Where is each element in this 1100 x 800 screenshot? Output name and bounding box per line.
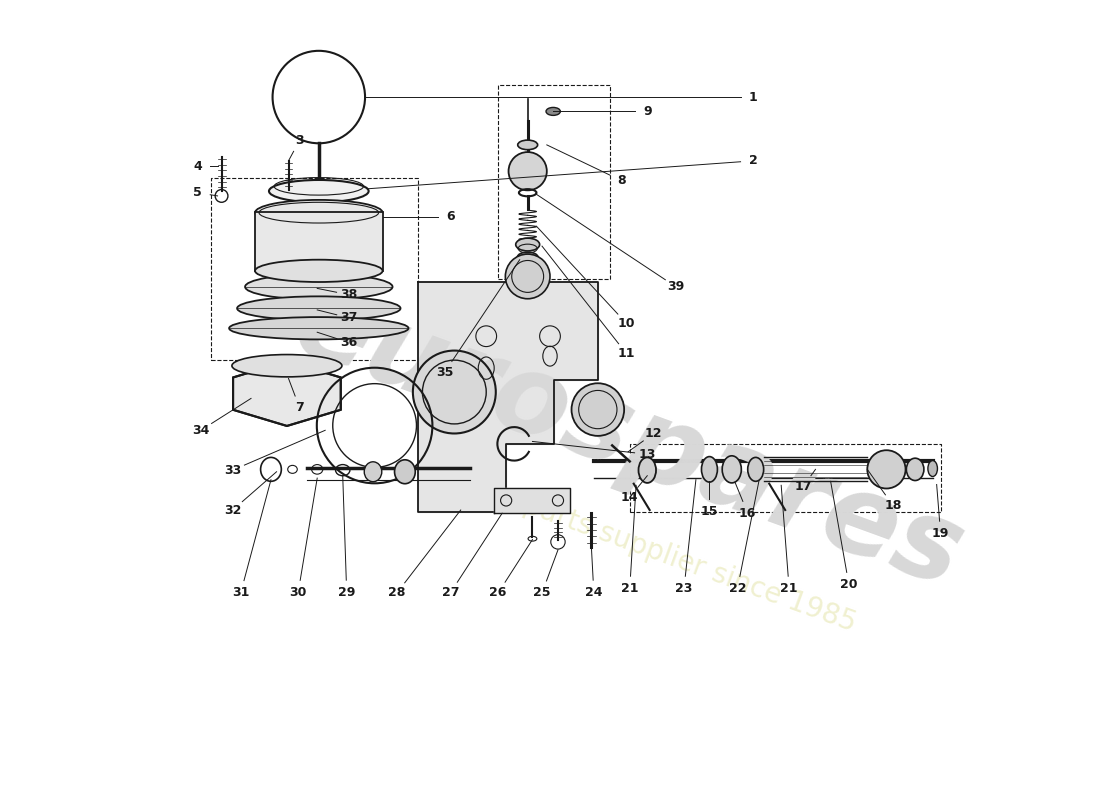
- Circle shape: [412, 350, 496, 434]
- Text: 24: 24: [585, 586, 603, 599]
- Text: 13: 13: [639, 448, 656, 461]
- Ellipse shape: [395, 460, 416, 484]
- Text: 26: 26: [490, 586, 507, 599]
- Text: 5: 5: [194, 186, 202, 199]
- Text: 12: 12: [645, 427, 662, 440]
- Text: 20: 20: [840, 578, 858, 591]
- Text: 23: 23: [675, 582, 693, 595]
- Text: 25: 25: [534, 586, 551, 599]
- Ellipse shape: [245, 274, 393, 299]
- Ellipse shape: [255, 200, 383, 226]
- Text: 16: 16: [739, 506, 757, 520]
- Ellipse shape: [723, 456, 741, 483]
- Ellipse shape: [364, 462, 382, 482]
- Text: 4: 4: [194, 160, 202, 173]
- Text: 19: 19: [932, 527, 949, 541]
- Text: 2: 2: [749, 154, 758, 167]
- Text: 22: 22: [728, 582, 746, 595]
- Ellipse shape: [906, 458, 924, 481]
- Text: 36: 36: [341, 336, 358, 349]
- Circle shape: [508, 152, 547, 190]
- Text: 39: 39: [668, 280, 684, 294]
- Text: 14: 14: [621, 490, 638, 504]
- Polygon shape: [418, 282, 597, 512]
- Text: 32: 32: [224, 503, 241, 517]
- Circle shape: [572, 383, 624, 436]
- Text: 27: 27: [441, 586, 459, 599]
- Ellipse shape: [229, 317, 408, 339]
- Text: 15: 15: [701, 505, 718, 518]
- Text: 3: 3: [296, 134, 304, 146]
- Circle shape: [505, 254, 550, 298]
- Text: 18: 18: [884, 498, 902, 512]
- Polygon shape: [494, 488, 570, 514]
- Text: 9: 9: [642, 105, 651, 118]
- Text: 6: 6: [446, 210, 454, 223]
- Text: a parts supplier since 1985: a parts supplier since 1985: [495, 482, 860, 638]
- Text: 38: 38: [341, 288, 358, 302]
- Text: 21: 21: [780, 582, 798, 595]
- Ellipse shape: [748, 458, 763, 482]
- Text: 1: 1: [749, 90, 758, 103]
- Text: 28: 28: [388, 586, 406, 599]
- Text: 33: 33: [224, 464, 241, 477]
- Ellipse shape: [928, 461, 937, 477]
- Text: 21: 21: [621, 582, 638, 595]
- Text: 34: 34: [192, 424, 209, 437]
- Text: 31: 31: [232, 586, 250, 599]
- Ellipse shape: [270, 180, 368, 202]
- Text: 30: 30: [289, 586, 307, 599]
- Text: 29: 29: [338, 586, 355, 599]
- Text: 8: 8: [617, 174, 626, 187]
- Polygon shape: [233, 362, 341, 426]
- Ellipse shape: [516, 238, 540, 251]
- Ellipse shape: [518, 140, 538, 150]
- Ellipse shape: [255, 260, 383, 282]
- Ellipse shape: [517, 252, 538, 262]
- Text: 37: 37: [340, 311, 358, 324]
- Ellipse shape: [238, 296, 400, 320]
- Ellipse shape: [702, 457, 717, 482]
- Ellipse shape: [232, 354, 342, 377]
- Text: 10: 10: [618, 317, 636, 330]
- Ellipse shape: [638, 458, 656, 483]
- Circle shape: [867, 450, 905, 489]
- Ellipse shape: [546, 107, 560, 115]
- Text: 35: 35: [436, 366, 453, 378]
- Bar: [255, 212, 383, 271]
- Text: 11: 11: [618, 347, 636, 360]
- Text: eurospares: eurospares: [282, 270, 978, 610]
- Text: 7: 7: [295, 402, 304, 414]
- Text: 17: 17: [795, 479, 812, 493]
